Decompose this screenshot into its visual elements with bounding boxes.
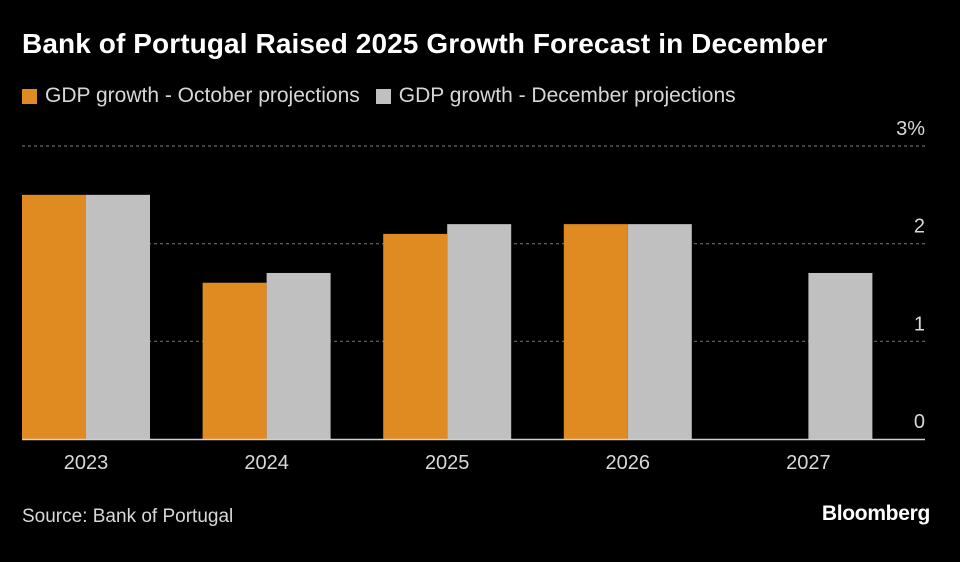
legend-swatch-october — [22, 88, 37, 104]
legend-label-december: GDP growth - December projections — [398, 84, 736, 107]
bar-2023-december — [86, 194, 150, 439]
legend-item-december: GDP growth - December projections — [375, 84, 736, 108]
bloomberg-logo: Bloomberg — [821, 502, 930, 525]
bar-2025-december — [447, 224, 512, 439]
source-note: Source: Bank of Portugal — [22, 506, 234, 527]
x-tick-label: 2023 — [64, 452, 109, 474]
y-tick-label: 1 — [914, 313, 925, 335]
x-tick-label: 2027 — [786, 452, 831, 474]
bar-2027-december — [808, 272, 873, 439]
bar-2026-october — [563, 224, 628, 439]
bar-2026-december — [627, 224, 692, 439]
bar-2024-december — [266, 272, 331, 439]
y-tick-label: 0 — [914, 411, 925, 433]
bar-2023-october — [22, 194, 86, 439]
bar-2024-october — [202, 282, 267, 439]
legend-item-october: GDP growth - October projections — [22, 84, 360, 108]
x-tick-label: 2025 — [425, 452, 470, 474]
bar-2025-october — [383, 233, 448, 439]
chart-title: Bank of Portugal Raised 2025 Growth Fore… — [22, 28, 828, 59]
x-tick-label: 2026 — [606, 452, 651, 474]
legend-label-october: GDP growth - October projections — [45, 84, 360, 107]
y-tick-label: 2 — [914, 216, 925, 238]
y-tick-label: 3% — [896, 118, 925, 140]
legend-swatch-december — [375, 88, 391, 104]
x-tick-label: 2024 — [244, 452, 289, 474]
legend: GDP growth - October projections GDP gro… — [22, 84, 752, 108]
